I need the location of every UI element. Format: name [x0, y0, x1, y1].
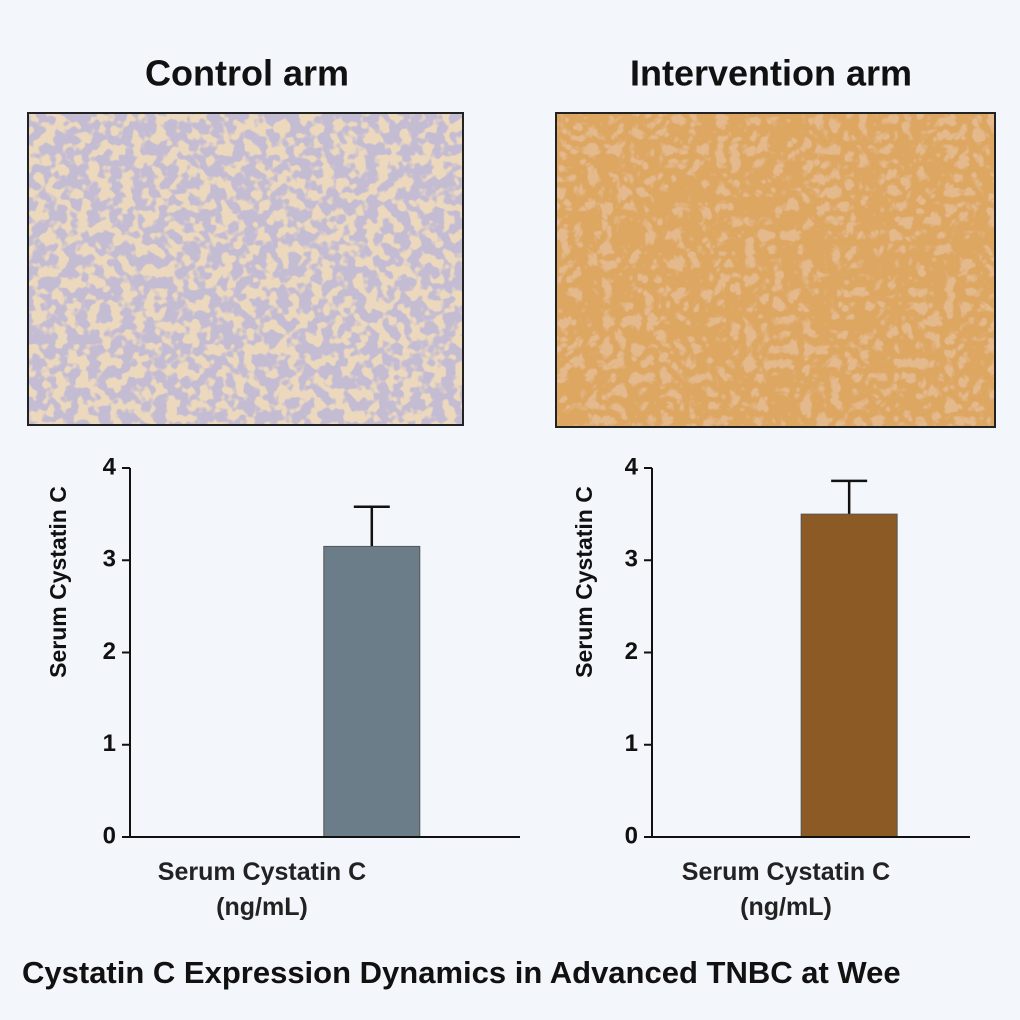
y-tick-label: 1 [625, 730, 638, 757]
y-tick-label: 0 [625, 822, 638, 849]
panel-title: Intervention arm [630, 53, 912, 94]
x-axis-label: Serum Cystatin C (ng/mL) [157, 858, 367, 921]
y-axis-label: Serum Cystatin C [571, 486, 597, 678]
y-tick-label: 2 [625, 638, 638, 665]
x-axis-label: Serum Cystatin C (ng/mL) [681, 858, 891, 921]
panel-title: Control arm [145, 53, 349, 94]
bar [323, 545, 421, 838]
control-image [27, 112, 464, 426]
y-tick-label: 1 [103, 730, 116, 757]
y-tick-label: 4 [625, 453, 639, 480]
y-axis-label: Serum Cystatin C [45, 486, 71, 678]
y-tick-label: 4 [103, 453, 117, 480]
intervention-image [555, 112, 996, 428]
y-tick-label: 2 [103, 638, 116, 665]
y-tick-label: 3 [625, 546, 638, 573]
y-tick-label: 3 [103, 546, 116, 573]
figure-title: Cystatin C Expression Dynamics in Advanc… [22, 955, 901, 990]
y-tick-label: 0 [103, 822, 116, 849]
bar [800, 513, 898, 838]
